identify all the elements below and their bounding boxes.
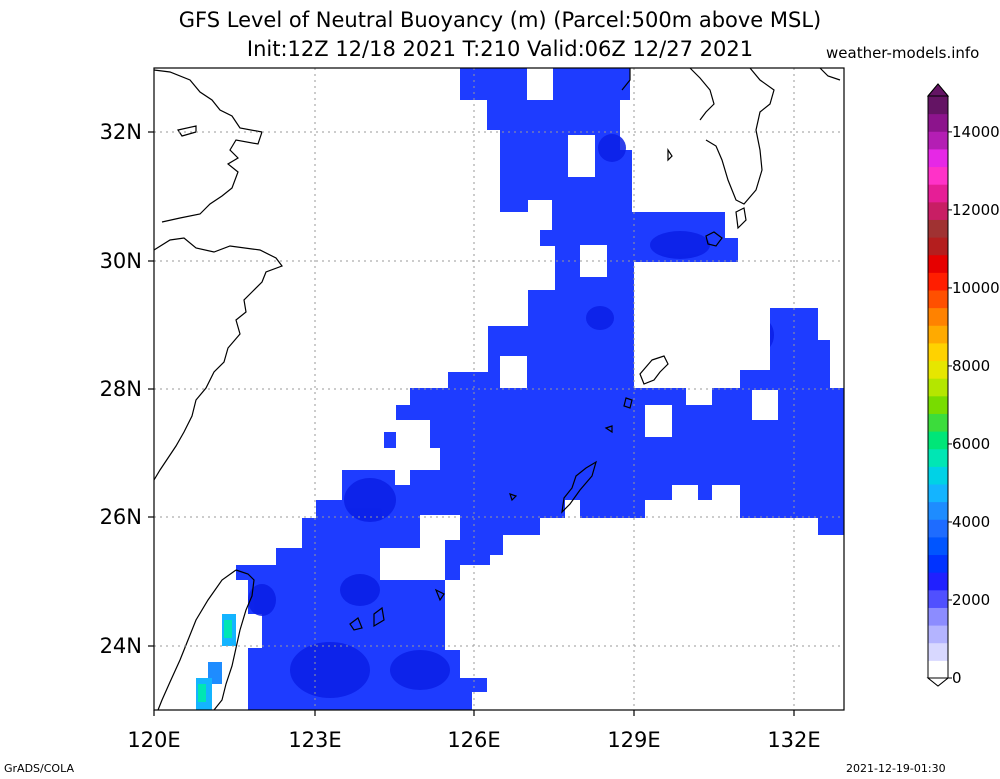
site-label: weather-models.info xyxy=(826,44,980,62)
colorbar-top-arrow xyxy=(926,83,950,97)
colorbar-swatch xyxy=(928,413,948,432)
colorbar-swatch xyxy=(928,237,948,256)
title-line-2: Init:12Z 12/18 2021 T:210 Valid:06Z 12/2… xyxy=(246,37,754,61)
coast-taiwan xyxy=(157,569,255,711)
colorbar-swatch xyxy=(928,96,948,115)
colorbar-label: 0 xyxy=(952,669,962,687)
field-north-tongue xyxy=(384,68,844,555)
colorbar-swatch xyxy=(928,254,948,273)
colorbar-swatch xyxy=(928,148,948,168)
colorbar-swatch xyxy=(928,572,948,591)
field-southeast-patch xyxy=(818,518,844,535)
colorbar-swatch xyxy=(928,307,948,326)
colorbar-swatch xyxy=(928,536,948,556)
colorbar-swatch xyxy=(928,378,948,397)
footer-credit: GrADS/COLA xyxy=(4,762,74,775)
colorbar-swatch xyxy=(928,660,948,679)
colorbar-swatch xyxy=(928,448,948,467)
gridlines xyxy=(154,68,844,710)
x-tick-label: 123E xyxy=(288,728,342,752)
colorbar-label: 12000 xyxy=(952,201,1000,219)
colorbar-swatch xyxy=(928,642,948,661)
colorbar-swatch xyxy=(928,342,948,362)
x-tick-label: 129E xyxy=(607,728,661,752)
colorbar-label: 2000 xyxy=(952,591,991,609)
y-tick-label: 24N xyxy=(99,634,142,658)
coastlines xyxy=(153,67,841,711)
colorbar-bottom-arrow xyxy=(926,677,950,687)
field-holes xyxy=(380,68,778,580)
colorbar-swatch xyxy=(928,484,948,503)
colorbar-swatch xyxy=(928,325,948,344)
x-tick-label: 126E xyxy=(447,728,501,752)
x-tick-label: 120E xyxy=(127,728,181,752)
colorbar-swatch xyxy=(928,113,948,132)
field-south-clear xyxy=(460,518,844,710)
colorbar-swatch xyxy=(928,290,948,309)
title-line-1: GFS Level of Neutral Buoyancy (m) (Parce… xyxy=(178,8,822,32)
y-tick-label: 28N xyxy=(99,377,142,401)
colorbar xyxy=(926,83,952,687)
colorbar-swatch xyxy=(928,519,948,538)
colorbar-swatch xyxy=(928,201,948,220)
axis-ticks xyxy=(148,131,795,716)
colorbar-label: 8000 xyxy=(952,357,991,375)
colorbar-swatch xyxy=(928,395,948,414)
colorbar-label: 10000 xyxy=(952,279,1000,297)
coast-china xyxy=(153,69,283,481)
coast-korea-japan xyxy=(621,67,841,205)
colorbar-label: 4000 xyxy=(952,513,991,531)
colorbar-swatch xyxy=(928,219,948,238)
colorbar-swatch xyxy=(928,272,948,291)
colorbar-swatch xyxy=(928,131,948,150)
field-high-patches xyxy=(196,614,236,710)
colorbar-swatch xyxy=(928,166,948,185)
y-tick-label: 30N xyxy=(99,249,142,273)
colorbar-swatch xyxy=(928,184,948,203)
colorbar-swatch xyxy=(928,501,948,520)
colorbar-swatch xyxy=(928,466,948,485)
colorbar-label: 14000 xyxy=(952,123,1000,141)
colorbar-label: 6000 xyxy=(952,435,991,453)
x-tick-label: 132E xyxy=(767,728,821,752)
footer-timestamp: 2021-12-19-01:30 xyxy=(846,762,946,775)
colorbar-swatch xyxy=(928,360,948,379)
field-dark-patches xyxy=(248,134,774,698)
y-tick-label: 26N xyxy=(99,505,142,529)
colorbar-swatch xyxy=(928,431,948,450)
colorbar-swatch xyxy=(928,625,948,644)
colorbar-swatch xyxy=(928,607,948,626)
colorbar-swatch xyxy=(928,554,948,573)
coast-islands xyxy=(177,125,747,631)
colorbar-swatch xyxy=(928,589,948,608)
y-tick-label: 32N xyxy=(99,120,142,144)
